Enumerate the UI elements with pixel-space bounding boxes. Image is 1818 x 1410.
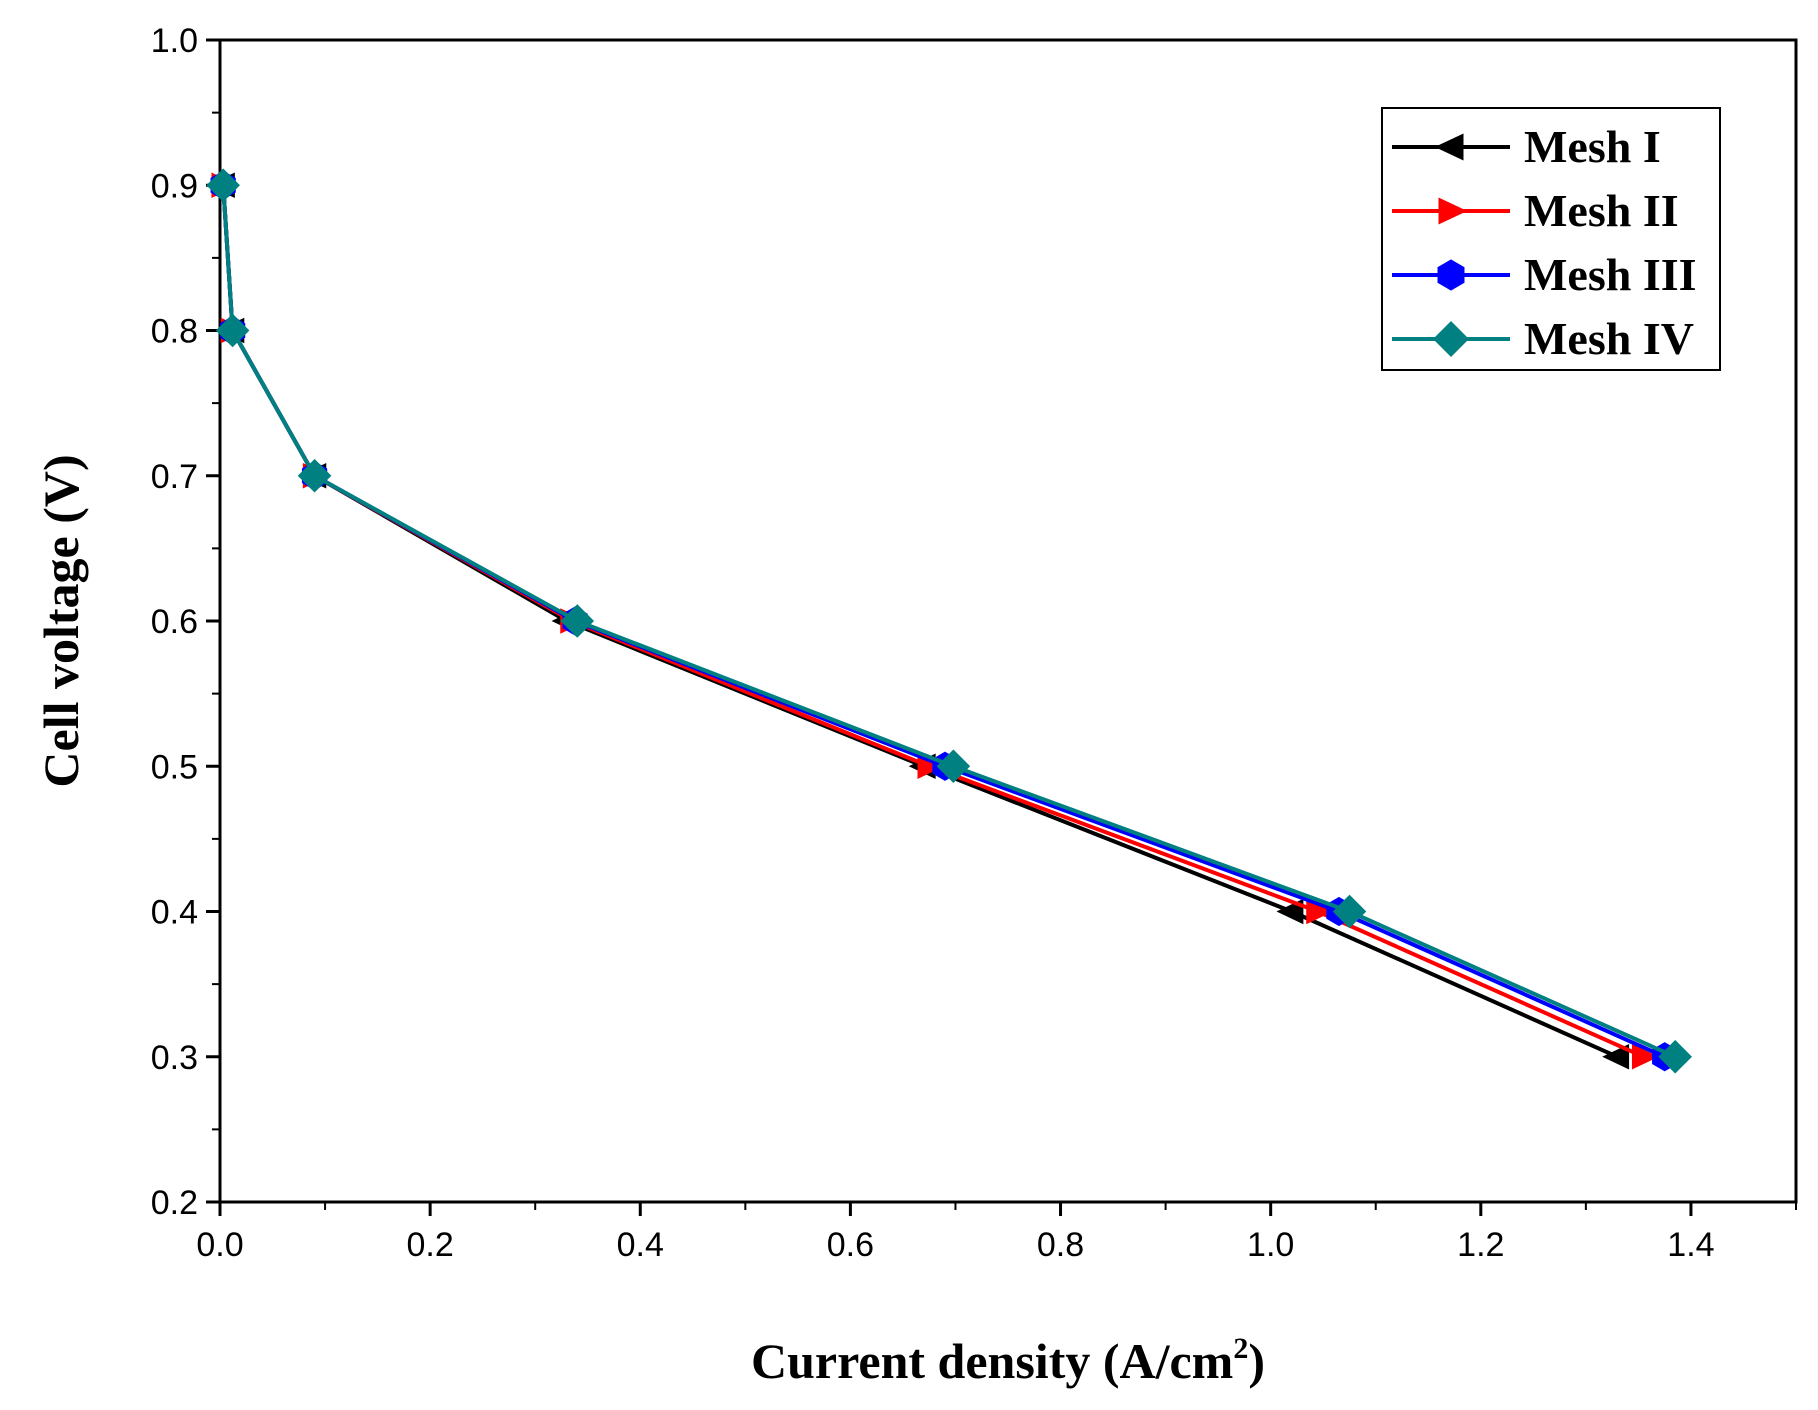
series-marker (1602, 1044, 1630, 1070)
x-tick-label: 0.0 (196, 1226, 243, 1264)
x-tick-label: 1.4 (1667, 1226, 1714, 1264)
x-tick-label: 1.2 (1457, 1226, 1504, 1264)
series-marker (1434, 133, 1464, 161)
legend-item: Mesh I (1392, 121, 1661, 172)
x-tick-label: 0.8 (1037, 1226, 1084, 1264)
x-axis-title: Current density (A/cm2) (751, 1332, 1265, 1389)
y-tick-label: 0.9 (151, 167, 198, 205)
legend-item: Mesh III (1392, 249, 1697, 300)
series-marker (215, 313, 250, 348)
series-marker (936, 749, 971, 784)
y-tick-label: 0.8 (151, 313, 198, 351)
x-tick-label: 0.2 (407, 1226, 454, 1264)
axis-ticks: 0.0 0.2 0.4 0.6 0.8 1.0 1.2 1.4 0.2 0.3 0.4 0.5 0.6 0… (151, 22, 1797, 1264)
series-marker (1438, 197, 1468, 225)
x-tick-label: 1.0 (1247, 1226, 1294, 1264)
x-tick-label: 0.4 (617, 1226, 664, 1264)
series-mesh-iv (206, 168, 1692, 1074)
x-tick-label: 0.6 (827, 1226, 874, 1264)
series-marker (1631, 1044, 1659, 1070)
y-tick-label: 0.5 (151, 748, 198, 786)
series-marker (297, 458, 332, 493)
series-marker (1332, 894, 1367, 929)
legend-item: Mesh IV (1392, 313, 1694, 364)
x-axis-title-main: Current density (A/cm (751, 1333, 1233, 1389)
series-marker (560, 604, 595, 638)
legend-label: Mesh III (1524, 249, 1697, 300)
legend-box (1381, 107, 1721, 371)
series-marker (206, 168, 240, 203)
y-tick-label: 0.3 (151, 1039, 198, 1077)
series-marker (1433, 321, 1469, 357)
series-layer (206, 168, 1692, 1074)
y-tick-label: 0.4 (151, 894, 198, 932)
series-marker (1658, 1039, 1692, 1074)
y-tick-label: 0.2 (151, 1184, 198, 1222)
legend-item: Mesh II (1392, 185, 1679, 236)
legend-label: Mesh II (1524, 185, 1679, 236)
y-tick-label: 1.0 (151, 22, 198, 60)
y-tick-label: 0.6 (151, 603, 198, 641)
y-tick-label: 0.7 (151, 458, 198, 496)
y-axis-title: Cell voltage (V) (33, 454, 89, 787)
legend: Mesh I Mesh II Mesh III Mesh IV (1381, 107, 1721, 371)
legend-label: Mesh IV (1524, 313, 1694, 364)
legend-label: Mesh I (1524, 121, 1661, 172)
x-axis-title-sup: 2 (1233, 1332, 1248, 1365)
series-marker (1437, 259, 1465, 291)
x-axis-title-close: ) (1248, 1333, 1265, 1389)
